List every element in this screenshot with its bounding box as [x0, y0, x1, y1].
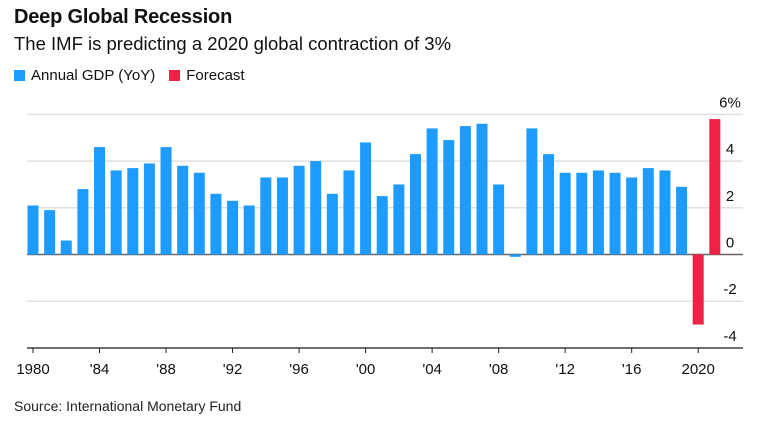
legend: Annual GDP (YoY) Forecast	[14, 67, 259, 84]
bar-2010	[526, 128, 538, 255]
bar-2015	[609, 172, 621, 255]
y-tick-label: 6%	[719, 94, 741, 111]
bar-1999	[343, 170, 355, 255]
bar-1994	[260, 177, 272, 255]
bar-1987	[143, 163, 155, 255]
bar-1998	[326, 193, 338, 255]
legend-swatch-forecast	[169, 70, 181, 81]
bar-2003	[409, 154, 421, 255]
x-tick-label: '16	[622, 361, 642, 378]
y-tick-label: 4	[726, 141, 734, 158]
bar-1993	[243, 205, 255, 255]
bar-2004	[426, 128, 438, 255]
bar-2002	[393, 184, 405, 255]
legend-swatch-annual-gdp	[14, 70, 25, 81]
bar-1992	[227, 200, 239, 255]
bar-2012	[559, 172, 571, 255]
bar-2014	[592, 170, 604, 255]
x-tick-label: '96	[289, 361, 309, 378]
bar-1986	[127, 168, 139, 255]
bars	[27, 119, 721, 325]
bar-1990	[193, 172, 205, 255]
legend-item-annual-gdp: Annual GDP (YoY)	[14, 67, 155, 84]
bar-2006	[459, 126, 471, 255]
y-tick-label: 0	[726, 235, 734, 252]
bar-1997	[310, 161, 322, 255]
bar-1982	[60, 240, 72, 255]
y-tick-label: 2	[726, 188, 734, 205]
y-tick-label: -4	[723, 328, 736, 345]
bar-1983	[77, 189, 89, 255]
bar-2013	[576, 172, 588, 255]
x-tick-label: '04	[422, 361, 442, 378]
bar-2001	[376, 196, 388, 255]
bar-2019	[676, 186, 688, 255]
x-tick-label: 2020	[682, 361, 715, 378]
x-tick-label: '92	[223, 361, 243, 378]
y-axis-labels: 6% 4 2 0 -2 -4	[719, 94, 741, 345]
bar-2008	[493, 184, 505, 255]
legend-label-annual-gdp: Annual GDP (YoY)	[31, 67, 156, 84]
bar-2011	[543, 154, 555, 255]
bar-2021	[709, 119, 721, 255]
bar-2005	[443, 140, 455, 255]
x-tick-label: '00	[356, 361, 376, 378]
bar-2018	[659, 170, 671, 255]
bar-1996	[293, 165, 305, 255]
x-tick-label: '84	[90, 361, 110, 378]
legend-label-forecast: Forecast	[186, 67, 245, 84]
chart-title: Deep Global Recession	[14, 6, 233, 28]
legend-item-forecast: Forecast	[169, 67, 245, 84]
bar-1995	[276, 177, 288, 255]
x-tick-label: '88	[156, 361, 176, 378]
bar-2000	[360, 142, 372, 255]
bar-1984	[94, 147, 106, 255]
bar-1988	[160, 147, 172, 255]
bar-1980	[27, 205, 39, 255]
bar-2007	[476, 123, 488, 255]
x-tick-label: 1980	[16, 361, 49, 378]
x-tick-label: '08	[489, 361, 509, 378]
bar-1985	[110, 170, 122, 255]
source-note: Source: International Monetary Fund	[14, 398, 242, 414]
bar-2020	[692, 254, 704, 325]
bar-1989	[177, 165, 189, 255]
bar-1981	[44, 210, 56, 255]
x-tick-label: '12	[555, 361, 575, 378]
bar-1991	[210, 193, 222, 255]
bar-2009	[509, 254, 521, 257]
x-axis: 1980 '84 '88 '92 '96 '00 '04 '08 '12 '16 2020	[16, 347, 743, 378]
bar-2016	[626, 177, 638, 255]
chart-subtitle: The IMF is predicting a 2020 global cont…	[14, 33, 452, 54]
y-tick-label: -2	[723, 281, 736, 298]
bar-2017	[642, 168, 654, 255]
